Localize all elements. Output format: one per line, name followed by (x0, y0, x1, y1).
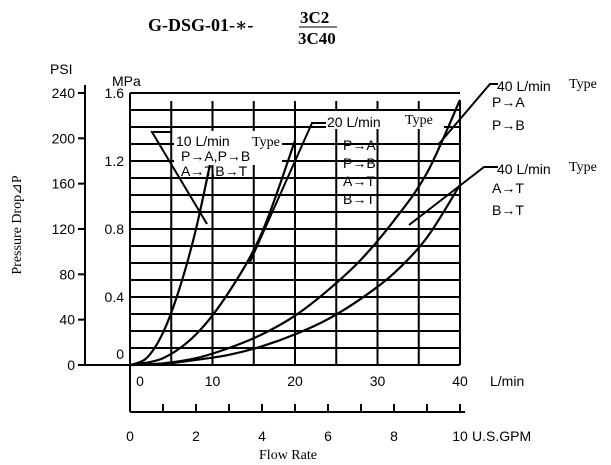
mpa-ticks: 0.4 0.8 1.2 1.6 0 (105, 85, 125, 362)
mpa-tick-label: 0.4 (105, 289, 125, 305)
psi-tick-label: 160 (52, 176, 76, 192)
curve-s40pa (129, 99, 462, 367)
annotation-40lpm-at-size: 40 L/min (497, 161, 551, 177)
mpa-unit-label: MPa (112, 73, 141, 89)
gpm-tick-label: 6 (324, 428, 332, 444)
annotation-10lpm-line-2: A→T,B→T (181, 163, 248, 179)
lpm-tick-label: 0 (136, 373, 144, 389)
mpa-tick-label: 0 (116, 346, 124, 362)
gpm-tick-label: 10 (452, 428, 468, 444)
curve-s40at (129, 184, 461, 367)
psi-tick-label: 240 (52, 85, 76, 101)
lpm-tick-label: 40 (452, 373, 468, 389)
annotation-40lpm-at-line-2: B→T (492, 202, 524, 218)
gpm-tick-label: 2 (192, 428, 200, 444)
annotation-20lpm-line-1: P→A (343, 137, 376, 153)
lpm-unit-label: L/min (490, 373, 524, 389)
annotation-20lpm-line-4: B→T (343, 191, 375, 207)
y-axis-title: Pressure Drop⊿P (10, 175, 25, 274)
annotation-40lpm-pa-line-1: P→A (492, 94, 525, 110)
annotation-40lpm-at-type: Type (569, 160, 597, 175)
x-axis-title: Flow Rate (259, 448, 317, 463)
leader-10lpm (150, 131, 208, 225)
annotation-40lpm-at-line-1: A→T (492, 180, 524, 196)
chart-title-upper: 3C2 (300, 8, 329, 27)
chart-title-lower: 3C40 (298, 29, 336, 48)
gpm-tick-label: 0 (126, 428, 134, 444)
gpm-tick-label: 8 (390, 428, 398, 444)
leader-20lpm (249, 122, 326, 263)
annotation-20lpm-type: Type (405, 113, 433, 128)
annotation-20lpm-line-2: P→B (343, 155, 376, 171)
annotation-40lpm-pa-size: 40 L/min (497, 78, 551, 94)
curve-s10 (129, 152, 214, 367)
annotation-10lpm-type: Type (252, 135, 280, 150)
annotation-20lpm-size: 20 L/min (327, 114, 381, 130)
psi-unit-label: PSI (50, 61, 73, 77)
gpm-ticks: 0 2 4 6 8 10 (126, 404, 468, 444)
lpm-tick-label: 20 (287, 373, 303, 389)
lpm-tick-label: 10 (205, 373, 221, 389)
gpm-tick-label: 4 (258, 428, 266, 444)
annotation-40lpm-pa-line-2: P→B (492, 117, 525, 133)
leader-40lpm-pa (437, 83, 498, 146)
lpm-tick-label: 30 (370, 373, 386, 389)
annotation-10lpm-line-1: P→A,P→B (181, 148, 250, 164)
psi-tick-label: 200 (52, 130, 76, 146)
mpa-tick-label: 1.2 (105, 153, 125, 169)
annotation-20lpm-bg (326, 111, 444, 129)
psi-tick-label: 120 (52, 221, 76, 237)
mpa-tick-label: 1.6 (105, 85, 125, 101)
psi-ticks: 0 40 80 120 160 200 240 (52, 85, 85, 373)
annotation-10lpm-size: 10 L/min (176, 133, 230, 149)
curves (129, 99, 462, 367)
curve-s20 (129, 140, 297, 367)
psi-tick-label: 40 (59, 312, 75, 328)
annotation-20lpm-line-3: A→T (343, 173, 375, 189)
lpm-ticks: 0 10 20 30 40 (136, 373, 468, 389)
leader-40lpm-at (408, 166, 498, 226)
mpa-tick-label: 0.8 (105, 221, 125, 237)
gpm-unit-label: U.S.GPM (472, 428, 531, 444)
annotation-leaders (150, 83, 498, 263)
annotation-10lpm-bg (174, 131, 282, 165)
psi-tick-label: 0 (67, 357, 75, 373)
chart-title-prefix: G-DSG-01-∗- (148, 15, 253, 35)
psi-tick-label: 80 (59, 266, 75, 282)
annotation-40lpm-pa-type: Type (569, 77, 597, 92)
